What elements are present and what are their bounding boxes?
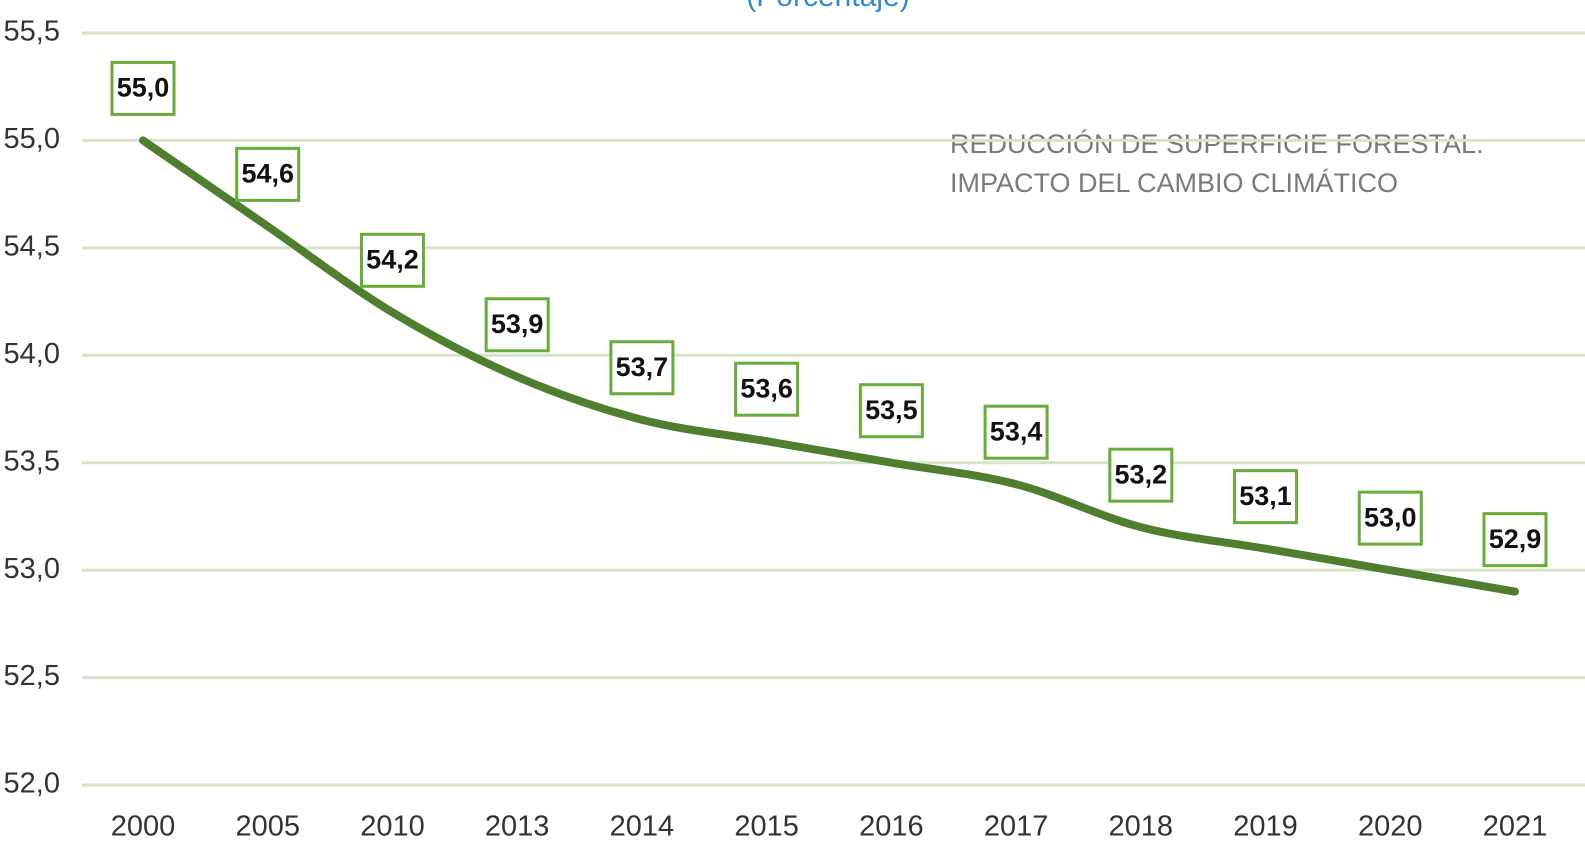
line xyxy=(139,136,1519,596)
annotation: IMPACTO DEL CAMBIO CLIMÁTICO xyxy=(950,168,1398,198)
data-label: 53,4 xyxy=(990,416,1043,446)
data-label-box xyxy=(1108,447,1174,503)
x-tick-label: 2000 xyxy=(111,811,176,843)
data-label-box xyxy=(858,383,924,439)
x-tick-label: 2010 xyxy=(360,811,425,843)
y-tick-label: 54,5 xyxy=(4,231,60,263)
data-label-box xyxy=(484,297,550,353)
data-label: 54,6 xyxy=(241,158,294,188)
x-tick-label: 2013 xyxy=(485,811,550,843)
data-label: 53,1 xyxy=(1239,481,1292,511)
data-label: 53,5 xyxy=(865,395,918,425)
x-tick-label: 2005 xyxy=(235,811,300,843)
data-label-box xyxy=(983,404,1049,460)
data-label: 54,2 xyxy=(366,244,419,274)
data-label-box xyxy=(110,60,176,116)
y-tick-label: 53,0 xyxy=(4,553,60,585)
y-tick-label: 52,0 xyxy=(4,768,60,800)
data-label: 53,6 xyxy=(740,373,793,403)
x-tick-label: 2014 xyxy=(610,811,675,843)
data-label-box xyxy=(1482,512,1548,568)
data-label: 53,7 xyxy=(616,352,669,382)
x-tick-label: 2017 xyxy=(984,811,1049,843)
data-label-box xyxy=(235,146,301,202)
y-tick-label: 55,0 xyxy=(4,123,60,155)
x-tick-label: 2019 xyxy=(1233,811,1298,843)
data-label: 55,0 xyxy=(117,73,170,103)
x-tick-label: 2018 xyxy=(1109,811,1174,843)
data-label: 53,2 xyxy=(1115,459,1168,489)
y-tick-label: 55,5 xyxy=(4,16,60,48)
annotation: REDUCCIÓN DE SUPERFICIE FORESTAL: xyxy=(950,128,1484,159)
x-tick-label: 2021 xyxy=(1483,811,1548,843)
y-tick-label: 52,5 xyxy=(4,660,60,692)
chart-subtitle: (Porcentaje) xyxy=(746,0,909,13)
data-label-box xyxy=(1357,490,1423,546)
data-label: 53,0 xyxy=(1364,502,1417,532)
x-tick-label: 2016 xyxy=(859,811,924,843)
data-label-box xyxy=(359,232,425,288)
x-tick-label: 2020 xyxy=(1358,811,1423,843)
data-label-box xyxy=(609,340,675,396)
x-tick-label: 2015 xyxy=(734,811,799,843)
y-tick-label: 54,0 xyxy=(4,338,60,370)
y-tick-label: 53,5 xyxy=(4,445,60,477)
data-label-box xyxy=(1233,469,1299,525)
data-label: 52,9 xyxy=(1489,524,1542,554)
data-label-box xyxy=(734,361,800,417)
data-label: 53,9 xyxy=(491,309,544,339)
